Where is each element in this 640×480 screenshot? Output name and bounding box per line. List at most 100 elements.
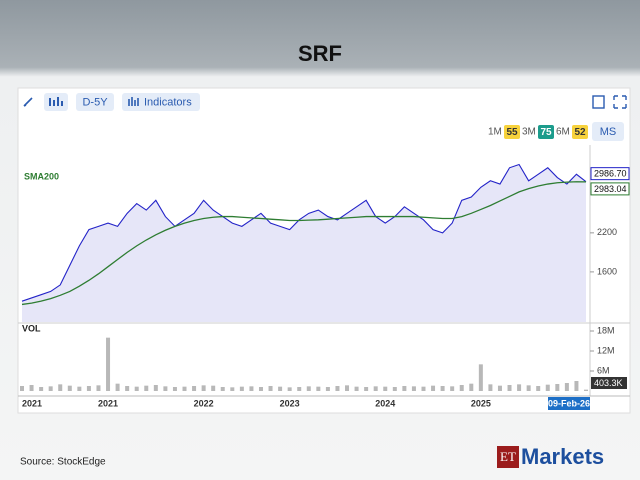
indicators-button[interactable] <box>122 93 200 111</box>
brand-mark: ET <box>500 449 516 464</box>
indicators-icon <box>128 97 139 106</box>
volume-bar <box>29 385 34 391</box>
volume-bar <box>325 387 330 391</box>
period-value: 52 <box>574 127 586 138</box>
volume-bar <box>125 386 130 391</box>
volume-bar <box>526 385 531 391</box>
volume-bar <box>364 387 369 391</box>
volume-bar <box>211 385 216 391</box>
volume-bar <box>440 386 445 391</box>
volume-bar <box>258 387 263 391</box>
volume-bar <box>545 384 550 391</box>
volume-legend: VOL <box>22 323 41 333</box>
volume-bar <box>67 385 72 391</box>
volume-bar <box>77 386 82 391</box>
volume-bar <box>497 385 502 391</box>
volume-bar <box>86 386 91 391</box>
volume-bar <box>564 383 569 391</box>
fullscreen-icon[interactable] <box>613 95 627 109</box>
range-button[interactable] <box>76 93 114 111</box>
mode-label: MS <box>600 126 617 138</box>
volume-bar <box>306 386 311 391</box>
last-volume-label: 403.3K <box>594 378 623 388</box>
x-tick-label: 2023 <box>280 398 300 408</box>
volume-bar <box>411 386 416 391</box>
volume-bar <box>345 385 350 391</box>
volume-bar <box>431 385 436 391</box>
volume-bar <box>488 384 493 391</box>
volume-bar <box>297 387 302 391</box>
volume-bar <box>278 386 283 391</box>
volume-bar <box>20 386 24 391</box>
candle-icon <box>49 97 63 106</box>
x-tick-label: 2022 <box>194 398 214 408</box>
period-label[interactable]: 1M <box>488 127 502 138</box>
volume-bar <box>373 386 378 391</box>
volume-bar <box>220 387 225 391</box>
x-tick-label: 2021 <box>98 398 118 408</box>
volume-bar <box>335 386 340 391</box>
volume-bar <box>201 385 206 391</box>
sma-legend: SMA200 <box>24 171 59 181</box>
volume-bar <box>584 389 588 391</box>
volume-bar <box>153 385 158 391</box>
last-price-label: 2986.70 <box>594 169 627 179</box>
period-badge <box>504 125 520 139</box>
page-title: SRF <box>298 41 342 66</box>
period-value: 55 <box>506 127 518 138</box>
last-price-box <box>590 167 630 181</box>
volume-bar <box>536 386 541 391</box>
volume-bar <box>268 386 273 391</box>
x-tick-label: 2025 <box>471 398 491 408</box>
range-label: D-5Y <box>82 96 108 108</box>
volume-bar <box>39 387 44 391</box>
volume-bar <box>383 386 388 391</box>
brand-badge <box>497 446 519 468</box>
volume-bar <box>316 386 321 391</box>
period-label[interactable]: 6M <box>556 127 570 138</box>
volume-bar <box>507 385 512 391</box>
last-sma-box <box>590 182 630 196</box>
indicators-label: Indicators <box>144 96 192 108</box>
volume-bar <box>574 381 579 391</box>
volume-bar <box>421 386 426 391</box>
y-tick-label: 2200 <box>597 227 617 237</box>
volume-bar <box>58 384 63 391</box>
x-tick-label: 2024 <box>375 398 395 408</box>
save-icon[interactable] <box>592 95 605 109</box>
brand-name: Markets <box>521 444 604 469</box>
volume-bar <box>392 387 397 391</box>
volume-tick-label: 6M <box>597 365 610 375</box>
volume-bar <box>249 386 254 391</box>
volume-bar <box>239 386 244 391</box>
volume-bar <box>182 386 187 391</box>
period-badge <box>572 125 588 139</box>
cursor-date-box <box>548 397 590 410</box>
volume-bar <box>106 337 111 391</box>
price-line <box>21 163 587 302</box>
volume-bar <box>163 386 168 391</box>
period-label[interactable]: 3M <box>522 127 536 138</box>
price-area <box>22 164 586 322</box>
volume-bar <box>172 387 177 391</box>
volume-tick-label: 18M <box>597 325 615 335</box>
volume-bar <box>478 364 483 391</box>
volume-bar <box>469 383 474 391</box>
mode-button[interactable] <box>592 122 624 141</box>
chart-type-button[interactable] <box>44 93 68 111</box>
period-badge <box>538 125 554 139</box>
volume-bar <box>48 386 53 391</box>
volume-bar <box>402 386 407 391</box>
volume-bar <box>115 383 120 391</box>
x-tick-label: 09-Feb-26 <box>548 398 590 408</box>
x-tick-label: 2021 <box>22 398 42 408</box>
draw-icon[interactable] <box>23 97 33 107</box>
period-value: 75 <box>540 127 552 138</box>
volume-bar <box>287 387 292 391</box>
y-tick-label: 1600 <box>597 266 617 276</box>
volume-tick-label: 12M <box>597 345 615 355</box>
sma-line <box>21 181 587 306</box>
volume-bar <box>354 386 359 391</box>
volume-bar <box>555 384 560 391</box>
